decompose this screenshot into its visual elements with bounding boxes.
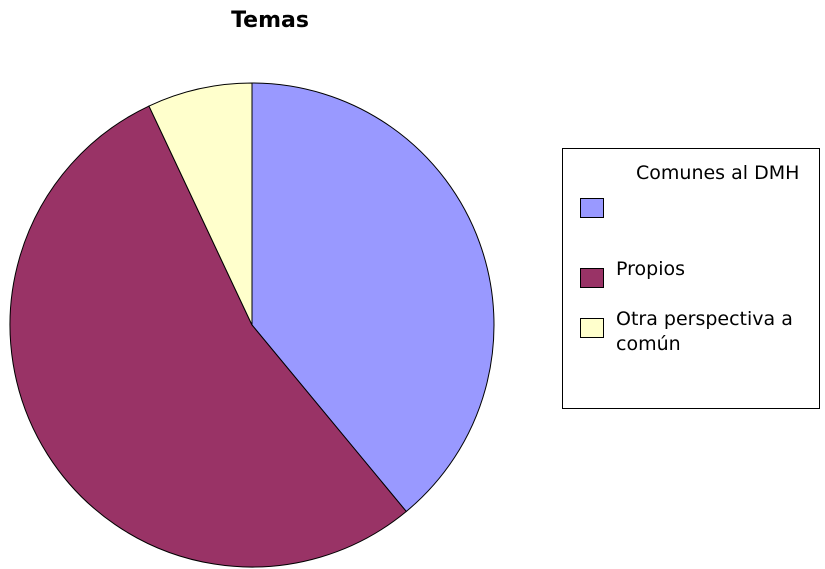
legend-swatch xyxy=(580,268,604,288)
legend-label: Propios xyxy=(616,258,686,280)
legend-label: Otra perspectiva a común xyxy=(616,308,793,355)
pie-slice xyxy=(148,82,253,326)
pie-slice xyxy=(9,105,407,568)
legend-swatch xyxy=(580,318,604,338)
legend-swatch xyxy=(580,198,604,218)
legend-label: Comunes al DMH xyxy=(636,162,800,184)
pie-slice xyxy=(251,82,495,513)
chart-title: Temas xyxy=(231,8,309,33)
legend: Comunes al DMH Propios Otra perspectiva a … xyxy=(562,148,820,409)
